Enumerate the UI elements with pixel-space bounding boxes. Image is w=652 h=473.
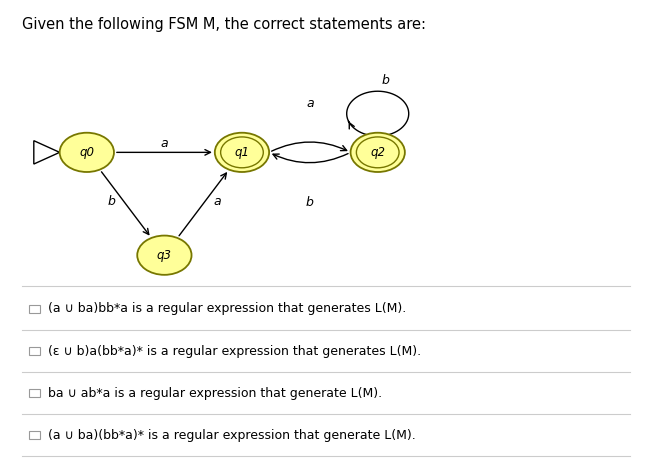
Text: a: a — [214, 195, 221, 208]
Text: (a ∪ ba)bb*a is a regular expression that generates L(M).: (a ∪ ba)bb*a is a regular expression tha… — [48, 302, 406, 315]
FancyBboxPatch shape — [29, 347, 40, 355]
Text: (a ∪ ba)(bb*a)* is a regular expression that generate L(M).: (a ∪ ba)(bb*a)* is a regular expression … — [48, 429, 416, 442]
Circle shape — [215, 133, 269, 172]
FancyBboxPatch shape — [29, 431, 40, 439]
FancyBboxPatch shape — [29, 305, 40, 313]
Text: b: b — [306, 196, 314, 209]
Circle shape — [351, 133, 405, 172]
Text: a: a — [306, 97, 314, 110]
Text: q3: q3 — [157, 249, 172, 262]
Text: a: a — [160, 138, 168, 150]
Circle shape — [137, 236, 192, 275]
Text: (ε ∪ b)a(bb*a)* is a regular expression that generates L(M).: (ε ∪ b)a(bb*a)* is a regular expression … — [48, 344, 421, 358]
Circle shape — [60, 133, 114, 172]
Text: q2: q2 — [370, 146, 385, 159]
Text: q0: q0 — [80, 146, 95, 159]
Text: q1: q1 — [235, 146, 250, 159]
FancyBboxPatch shape — [29, 389, 40, 397]
Text: ba ∪ ab*a is a regular expression that generate L(M).: ba ∪ ab*a is a regular expression that g… — [48, 386, 382, 400]
Text: Given the following FSM M, the correct statements are:: Given the following FSM M, the correct s… — [22, 17, 426, 32]
Text: b: b — [108, 195, 115, 208]
Text: b: b — [381, 73, 389, 87]
